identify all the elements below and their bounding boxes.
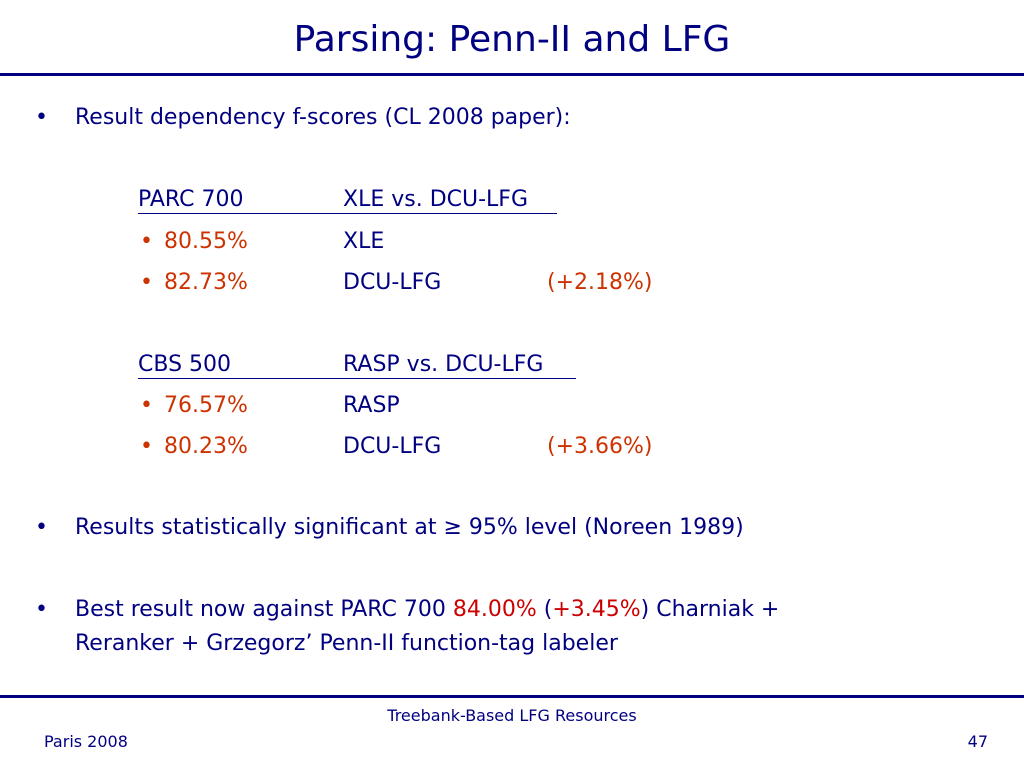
parc-row-1-system: XLE [343,229,385,254]
bullet-marker: • [35,597,48,622]
cbs-row-1-system: RASP [343,393,400,418]
bullet-text-line-2: Reranker + Grzegorz’ Penn-II function-ta… [75,631,618,656]
bullet-marker: • [35,105,48,130]
parc-header-right: XLE vs. DCU-LFG [343,187,528,212]
cbs-header-underline [138,378,576,379]
cbs-row-2-system: DCU-LFG [343,434,442,459]
bullet3-open: ( [536,597,553,622]
title-divider [0,73,1024,76]
slide-title: Parsing: Penn-II and LFG [293,19,731,60]
cbs-row-2-delta: (+3.66%) [547,434,653,459]
bullet-text: Results statistically significant at ≥ 9… [75,515,744,540]
cbs-header-right: RASP vs. DCU-LFG [343,352,544,377]
parc-header-left: PARC 700 [138,187,244,212]
bullet-marker: • [35,515,48,540]
bullet3-score: 84.00% [452,597,537,622]
parc-row-2-marker: • [140,270,153,295]
parc-header-underline [138,213,557,214]
cbs-row-2-marker: • [140,434,153,459]
footer-location: Paris 2008 [44,732,128,751]
cbs-row-1-marker: • [140,393,153,418]
bullet-text-line-1: Best result now against PARC 700 84.00% … [75,593,779,627]
parc-row-2-system: DCU-LFG [343,270,442,295]
parc-row-2-delta: (+2.18%) [547,270,653,295]
bullet3-post: ) Charniak + [640,597,780,622]
cbs-row-1-score: 76.57% [164,393,248,418]
parc-row-1-marker: • [140,229,153,254]
bullet3-pre: Best result now against PARC 700 [75,597,453,622]
bullet3-delta: +3.45% [552,597,641,622]
footer-title: Treebank-Based LFG Resources [387,706,637,725]
cbs-header-left: CBS 500 [138,352,232,377]
page-number: 47 [967,732,988,751]
footer-divider [0,695,1024,698]
cbs-row-2-score: 80.23% [164,434,248,459]
parc-row-1-score: 80.55% [164,229,248,254]
parc-row-2-score: 82.73% [164,270,248,295]
bullet-text: Result dependency f-scores (CL 2008 pape… [75,105,571,130]
